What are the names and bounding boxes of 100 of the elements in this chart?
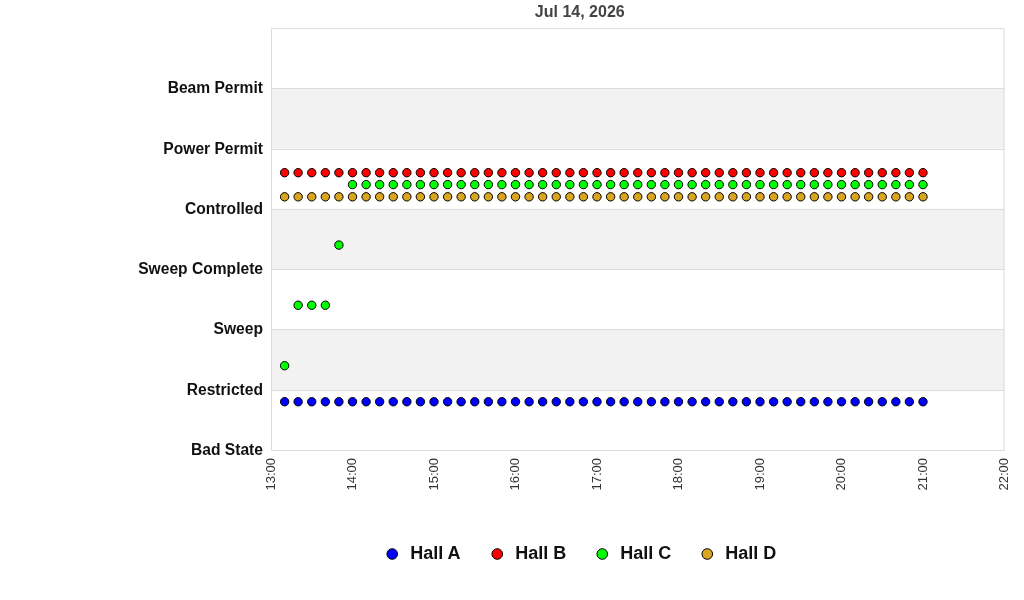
point: [850, 179, 860, 190]
point: [741, 167, 752, 178]
legend-label: Hall D: [725, 542, 777, 563]
point: [863, 179, 874, 190]
point: [836, 397, 847, 407]
point: [863, 192, 874, 202]
point: [320, 192, 331, 202]
point: [660, 397, 670, 407]
point: [429, 167, 439, 178]
point: [361, 192, 371, 202]
point: [768, 179, 779, 190]
point: [483, 397, 494, 407]
point: [279, 397, 290, 407]
point: [415, 397, 426, 407]
point: [442, 167, 453, 178]
point: [320, 167, 331, 178]
point: [918, 397, 928, 407]
point: [782, 167, 792, 178]
point: [850, 167, 860, 178]
point: [877, 167, 887, 178]
legend-label: Hall B: [515, 542, 567, 563]
point: [551, 167, 561, 178]
point: [619, 179, 629, 190]
point: [497, 397, 507, 407]
point: [891, 397, 901, 407]
point: [470, 179, 480, 190]
point: [374, 397, 385, 407]
point: [456, 192, 466, 202]
x-tick-label: 21:00: [914, 458, 930, 491]
point: [863, 397, 874, 407]
point: [307, 192, 317, 202]
point: [714, 192, 724, 202]
point: [836, 167, 847, 178]
point: [415, 179, 426, 190]
point: [768, 167, 779, 178]
point: [714, 167, 724, 178]
point: [334, 167, 344, 178]
ref-line-label: Sweep Complete: [138, 259, 264, 277]
point: [334, 192, 344, 202]
point: [307, 397, 317, 407]
x-tick-label: 14:00: [344, 458, 360, 491]
point: [782, 179, 792, 190]
point: [768, 397, 779, 407]
point: [891, 179, 901, 190]
point: [796, 397, 806, 407]
ref-line-label: Beam Permit: [167, 78, 263, 96]
point: [809, 397, 820, 407]
x-tick-label: 16:00: [507, 458, 523, 491]
point: [646, 192, 657, 202]
point: [578, 397, 589, 407]
point: [877, 179, 887, 190]
point: [524, 167, 534, 178]
point: [836, 179, 847, 190]
point: [877, 192, 887, 202]
point: [714, 179, 724, 190]
point: [402, 192, 412, 202]
point: [307, 167, 317, 178]
point: [687, 397, 697, 407]
point: [823, 192, 833, 202]
point: [863, 167, 874, 178]
x-tick-label: 20:00: [833, 458, 849, 491]
point: [565, 167, 575, 178]
point: [891, 192, 901, 202]
point: [470, 192, 480, 202]
point: [537, 167, 548, 178]
x-tick-label: 15:00: [425, 458, 441, 491]
point: [768, 192, 779, 202]
point: [728, 179, 738, 190]
point: [429, 179, 439, 190]
point: [796, 179, 806, 190]
point: [891, 167, 901, 178]
point: [537, 192, 548, 202]
legend-label: Hall C: [620, 542, 672, 563]
point: [510, 179, 521, 190]
point: [334, 397, 344, 407]
point: [510, 397, 521, 407]
point: [755, 179, 765, 190]
point: [823, 179, 833, 190]
point: [578, 167, 589, 178]
x-tick-label: 17:00: [588, 458, 604, 491]
point: [605, 192, 616, 202]
point: [646, 397, 657, 407]
point: [904, 192, 915, 202]
point: [755, 192, 765, 202]
point: [565, 397, 575, 407]
point: [510, 167, 521, 178]
point: [497, 167, 507, 178]
x-tick-label: 13:00: [262, 458, 278, 491]
point: [904, 179, 915, 190]
point: [320, 397, 331, 407]
point: [361, 167, 371, 178]
point: [374, 179, 385, 190]
point: [918, 192, 928, 202]
point: [497, 192, 507, 202]
point: [456, 397, 466, 407]
point: [388, 397, 398, 407]
point: [551, 192, 561, 202]
point: [673, 192, 684, 202]
point: [402, 397, 412, 407]
point: [388, 179, 398, 190]
